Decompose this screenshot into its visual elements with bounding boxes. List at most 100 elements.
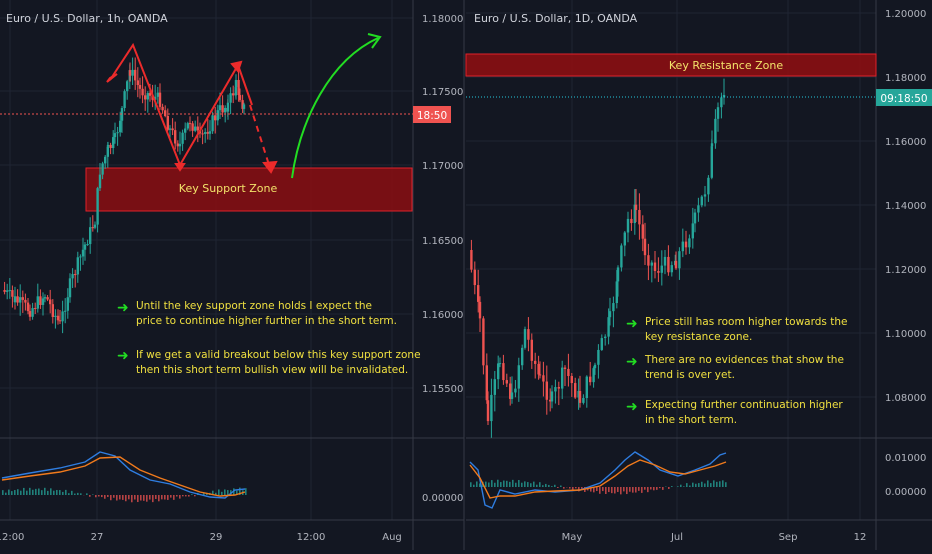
left-candle xyxy=(134,70,136,80)
left-candle xyxy=(147,93,149,99)
right-histogram-bar xyxy=(692,483,694,487)
left-histogram-bar xyxy=(131,495,133,502)
right-histogram-bar xyxy=(662,487,664,490)
left-histogram-bar xyxy=(158,495,160,501)
right-histogram-bar xyxy=(650,487,652,489)
right-histogram-bar xyxy=(656,487,658,490)
left-candle xyxy=(42,298,44,305)
left-candle xyxy=(239,95,241,100)
right-histogram-bar xyxy=(497,480,499,487)
right-histogram-bar xyxy=(632,487,634,493)
right-price-tick: 1.14000 xyxy=(885,201,926,212)
right-histogram-bar xyxy=(611,487,613,493)
left-candle xyxy=(232,93,234,95)
left-candle xyxy=(57,316,59,321)
left-candle xyxy=(189,123,191,124)
left-candle xyxy=(61,311,63,321)
left-note-1-line-2: price to continue higher further in the … xyxy=(136,315,397,327)
left-candle xyxy=(22,297,24,300)
right-candle xyxy=(617,267,619,281)
right-candle xyxy=(586,377,588,398)
left-candle xyxy=(6,290,8,291)
left-candle xyxy=(237,80,239,95)
left-histogram-bar xyxy=(161,495,163,499)
left-histogram-bar xyxy=(89,495,91,497)
left-candle xyxy=(69,278,71,297)
left-histogram-bar xyxy=(68,493,70,495)
left-histogram-bar xyxy=(218,489,220,495)
left-price-tick: 1.16500 xyxy=(422,236,463,247)
left-histogram-bar xyxy=(104,495,106,499)
left-histogram-bar xyxy=(56,490,58,495)
right-histogram-bar xyxy=(707,480,709,487)
right-histogram-bar xyxy=(554,485,556,487)
right-histogram-bar xyxy=(689,486,691,487)
right-histogram-bar xyxy=(614,487,616,493)
left-candle xyxy=(24,300,26,303)
left-histogram-bar xyxy=(134,495,136,499)
right-price-tick: 1.16000 xyxy=(885,137,926,148)
right-candle xyxy=(692,223,694,238)
right-histogram-bar xyxy=(548,485,550,487)
right-candle xyxy=(567,369,569,376)
left-histogram-bar xyxy=(194,495,196,496)
left-histogram-bar xyxy=(107,495,109,497)
right-candle xyxy=(647,255,649,265)
left-price-tick: 1.17000 xyxy=(422,161,463,172)
right-histogram-bar xyxy=(644,487,646,490)
right-candle xyxy=(701,197,703,206)
left-histogram-bar xyxy=(77,493,79,495)
left-histogram-bar xyxy=(95,495,97,497)
left-histogram-bar xyxy=(227,490,229,495)
left-histogram-bar xyxy=(155,495,157,499)
left-candle xyxy=(211,115,213,131)
right-candle xyxy=(487,400,489,421)
right-candle xyxy=(554,387,556,391)
right-note-3-line-2: in the short term. xyxy=(645,414,737,426)
right-candle xyxy=(697,205,699,212)
left-candle xyxy=(64,311,66,312)
right-histogram-bar xyxy=(725,482,727,487)
left-candle xyxy=(44,297,46,298)
right-histogram-bar xyxy=(602,487,604,491)
right-arrow-icon: ➜ xyxy=(117,300,129,316)
left-histogram-bar xyxy=(44,488,46,495)
left-histogram-bar xyxy=(221,492,223,495)
left-histogram-bar xyxy=(38,489,40,495)
right-candle xyxy=(642,224,644,238)
right-candle xyxy=(707,178,709,195)
left-candle xyxy=(46,297,48,299)
left-candle xyxy=(16,296,18,302)
left-candle xyxy=(54,316,56,317)
left-candle xyxy=(221,105,223,112)
right-histogram-bar xyxy=(494,483,496,487)
left-histogram-bar xyxy=(149,495,151,500)
right-histogram-bar xyxy=(500,482,502,487)
right-candle xyxy=(524,329,526,348)
left-candle xyxy=(67,297,69,310)
left-histogram-bar xyxy=(98,495,100,496)
left-candle xyxy=(34,308,36,309)
right-candle xyxy=(604,337,606,338)
resistance-zone-label: Key Resistance Zone xyxy=(669,59,783,72)
right-candle xyxy=(582,398,584,403)
left-histogram-bar xyxy=(41,490,43,495)
left-candle xyxy=(79,256,81,257)
right-candle xyxy=(638,210,640,224)
left-candle xyxy=(123,91,125,108)
right-histogram-bar xyxy=(605,487,607,494)
right-note-1-line-2: key resistance zone. xyxy=(645,331,752,343)
right-histogram-bar xyxy=(488,483,490,487)
left-candle xyxy=(169,128,171,129)
right-candle xyxy=(490,395,492,421)
right-histogram-bar xyxy=(677,486,679,487)
right-candle xyxy=(627,219,629,233)
right-candle xyxy=(685,242,687,248)
left-candle xyxy=(101,163,103,174)
left-candle xyxy=(92,227,94,228)
left-histogram-bar xyxy=(23,488,25,495)
right-candle xyxy=(704,194,706,196)
left-candle xyxy=(77,257,79,274)
right-histogram-bar xyxy=(635,487,637,493)
